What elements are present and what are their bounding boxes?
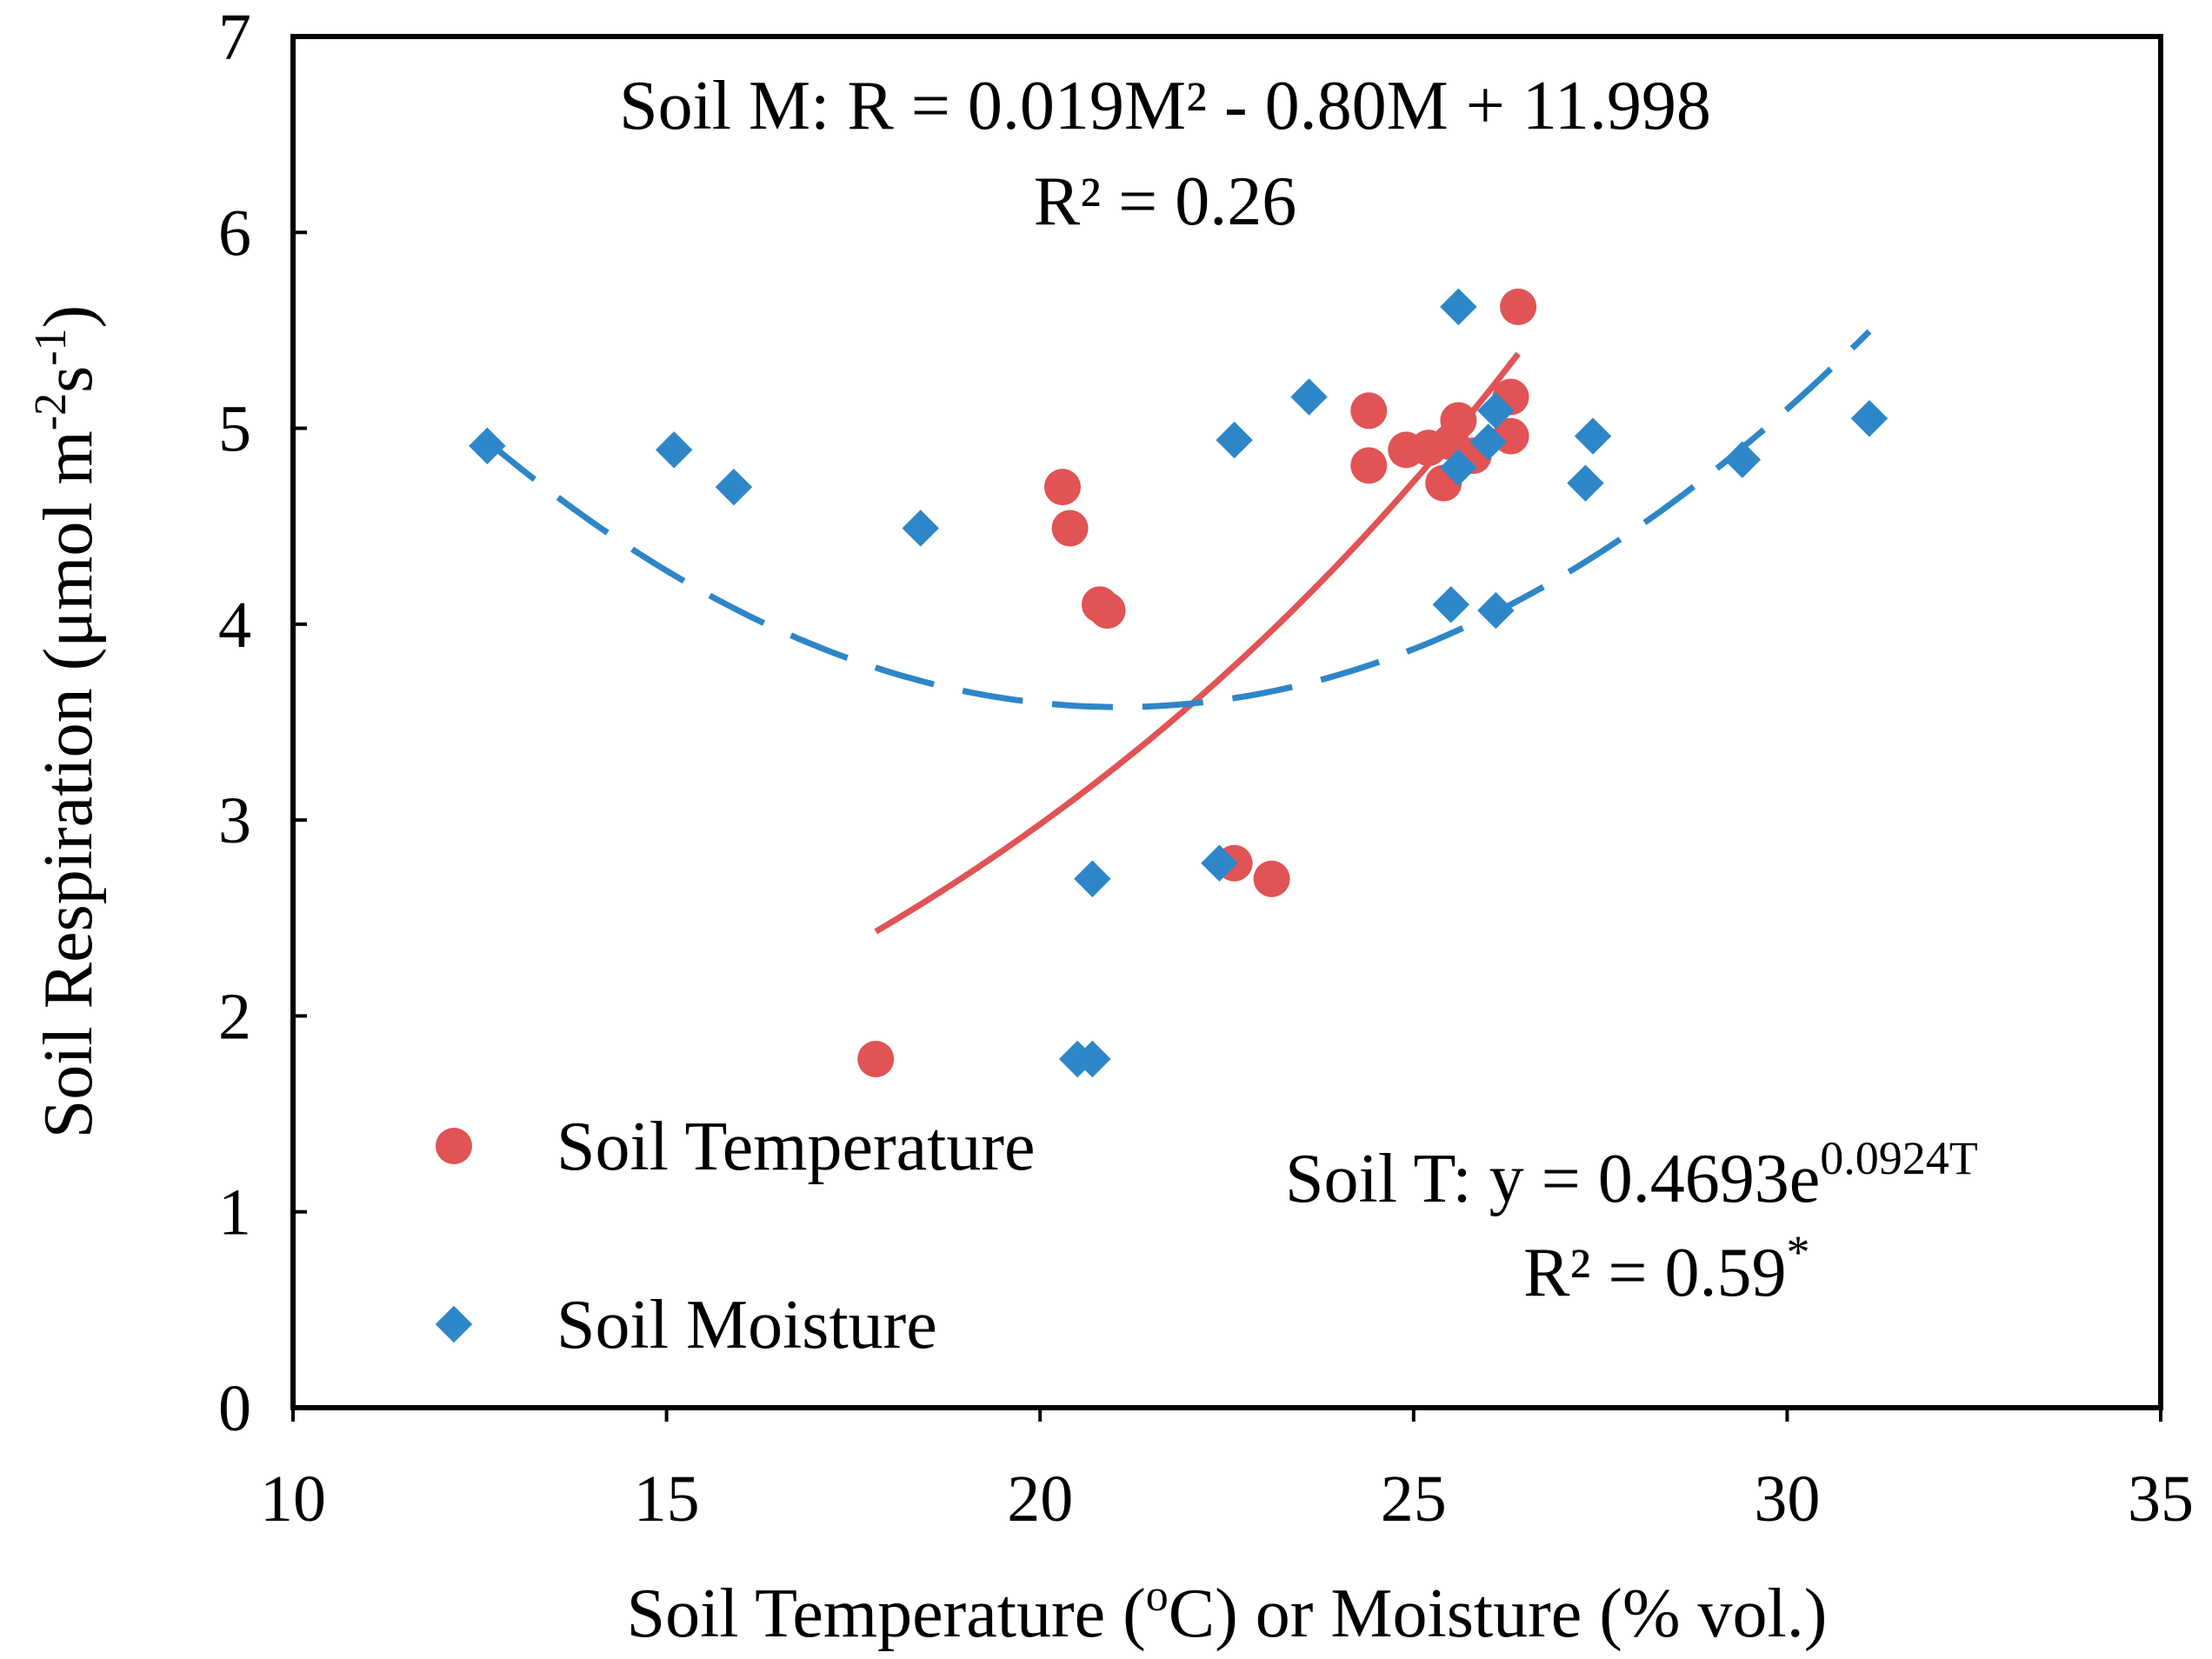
soil-moisture-point: [1477, 392, 1515, 430]
soil-moisture-point: [1469, 423, 1507, 461]
legend: Soil Temperature Soil Moisture: [435, 1109, 1036, 1363]
plot-frame: [290, 34, 2163, 1410]
soil-moisture-point: [1290, 378, 1328, 416]
soil-temperature-point: [857, 1040, 895, 1077]
soil-temperature-point: [1350, 392, 1388, 430]
x-axis-title: Soil Temperature (oC) or Moisture (% vol…: [627, 1571, 1828, 1652]
x-tick-label: 15: [634, 1462, 700, 1536]
x-axis-ticks: 10 15 20 25 30 35: [260, 1408, 2194, 1536]
soil-moisture-point: [1216, 421, 1253, 459]
y-tick-label: 7: [218, 1, 251, 74]
y-axis-title: Soil Respiration (μmol m-2s-1): [26, 305, 107, 1138]
soil-moisture-point: [1567, 464, 1604, 502]
soil-moisture-point: [1850, 400, 1889, 437]
y-tick-label: 4: [218, 589, 251, 662]
x-tick-label: 35: [2128, 1462, 2194, 1536]
soil-moisture-point: [1440, 288, 1477, 326]
x-axis-title-part2: C) or Moisture (% vol.): [1169, 1576, 1828, 1652]
y-tick-label: 6: [218, 197, 251, 270]
soil-moisture-point: [1723, 441, 1762, 478]
y-tick-label: 5: [218, 393, 251, 466]
x-tick-label: 20: [1007, 1462, 1073, 1536]
y-axis-title-superscript-1: -2: [26, 393, 76, 430]
temperature-equation-exponent: 0.0924T: [1820, 1132, 1978, 1184]
soil-moisture-point: [655, 431, 693, 469]
x-tick-label: 25: [1381, 1462, 1447, 1536]
temperature-fit-curve: [874, 351, 1521, 935]
temperature-r2-value: R² = 0.59: [1523, 1235, 1786, 1311]
soil-temperature-point: [1350, 447, 1388, 484]
y-axis-title-part1: Soil Respiration (μmol m: [30, 430, 107, 1138]
soil-moisture-point: [902, 510, 939, 547]
y-axis-title-superscript-2: -1: [26, 328, 76, 365]
legend-label-soil-temperature: Soil Temperature: [556, 1109, 1036, 1185]
soil-temperature-point: [1253, 860, 1290, 897]
moisture-equation: Soil M: R = 0.019M² - 0.80M + 11.998: [619, 68, 1711, 144]
x-axis-title-part1: Soil Temperature (: [627, 1576, 1146, 1652]
y-tick-label: 0: [218, 1372, 251, 1445]
data-points: [469, 288, 1889, 1078]
legend-marker-soil-temperature: [436, 1128, 472, 1164]
soil-moisture-point: [1074, 1040, 1111, 1078]
y-axis-ticks: 0 1 2 3 4 5 6 7: [218, 1, 307, 1445]
soil-temperature-point: [1043, 469, 1081, 506]
soil-moisture-point: [1440, 449, 1477, 486]
y-axis-title-part3: ): [30, 305, 107, 329]
moisture-r2: R² = 0.26: [1034, 163, 1296, 240]
soil-temperature-point: [1500, 288, 1537, 325]
soil-moisture-point: [1477, 591, 1515, 630]
soil-moisture-point: [1432, 586, 1469, 623]
temperature-equation: Soil T: y = 0.4693e0.0924T: [1285, 1132, 1978, 1217]
soil-moisture-point: [1201, 844, 1238, 882]
soil-moisture-point: [1074, 860, 1111, 897]
y-tick-label: 3: [218, 784, 251, 857]
y-tick-label: 1: [218, 1176, 251, 1249]
x-tick-label: 30: [1754, 1462, 1820, 1536]
soil-temperature-point: [1051, 510, 1089, 547]
x-tick-label: 10: [260, 1462, 326, 1536]
temperature-r2: R² = 0.59*: [1523, 1226, 1809, 1311]
soil-temperature-point: [1089, 592, 1126, 630]
y-axis-title-part2: s: [30, 366, 107, 393]
legend-marker-soil-moisture: [435, 1305, 473, 1343]
soil-temperature-point: [1440, 402, 1477, 439]
soil-moisture-point: [1574, 417, 1612, 455]
fit-lines: [485, 329, 1872, 935]
temperature-equation-base: Soil T: y = 0.4693e: [1285, 1141, 1820, 1217]
soil-moisture-point: [469, 427, 506, 465]
temperature-r2-significance: *: [1786, 1226, 1809, 1278]
y-tick-label: 2: [218, 980, 251, 1053]
moisture-fit-curve: [485, 329, 1872, 710]
legend-label-soil-moisture: Soil Moisture: [556, 1287, 937, 1363]
soil-moisture-point: [715, 468, 753, 506]
x-axis-title-superscript: o: [1146, 1571, 1169, 1621]
